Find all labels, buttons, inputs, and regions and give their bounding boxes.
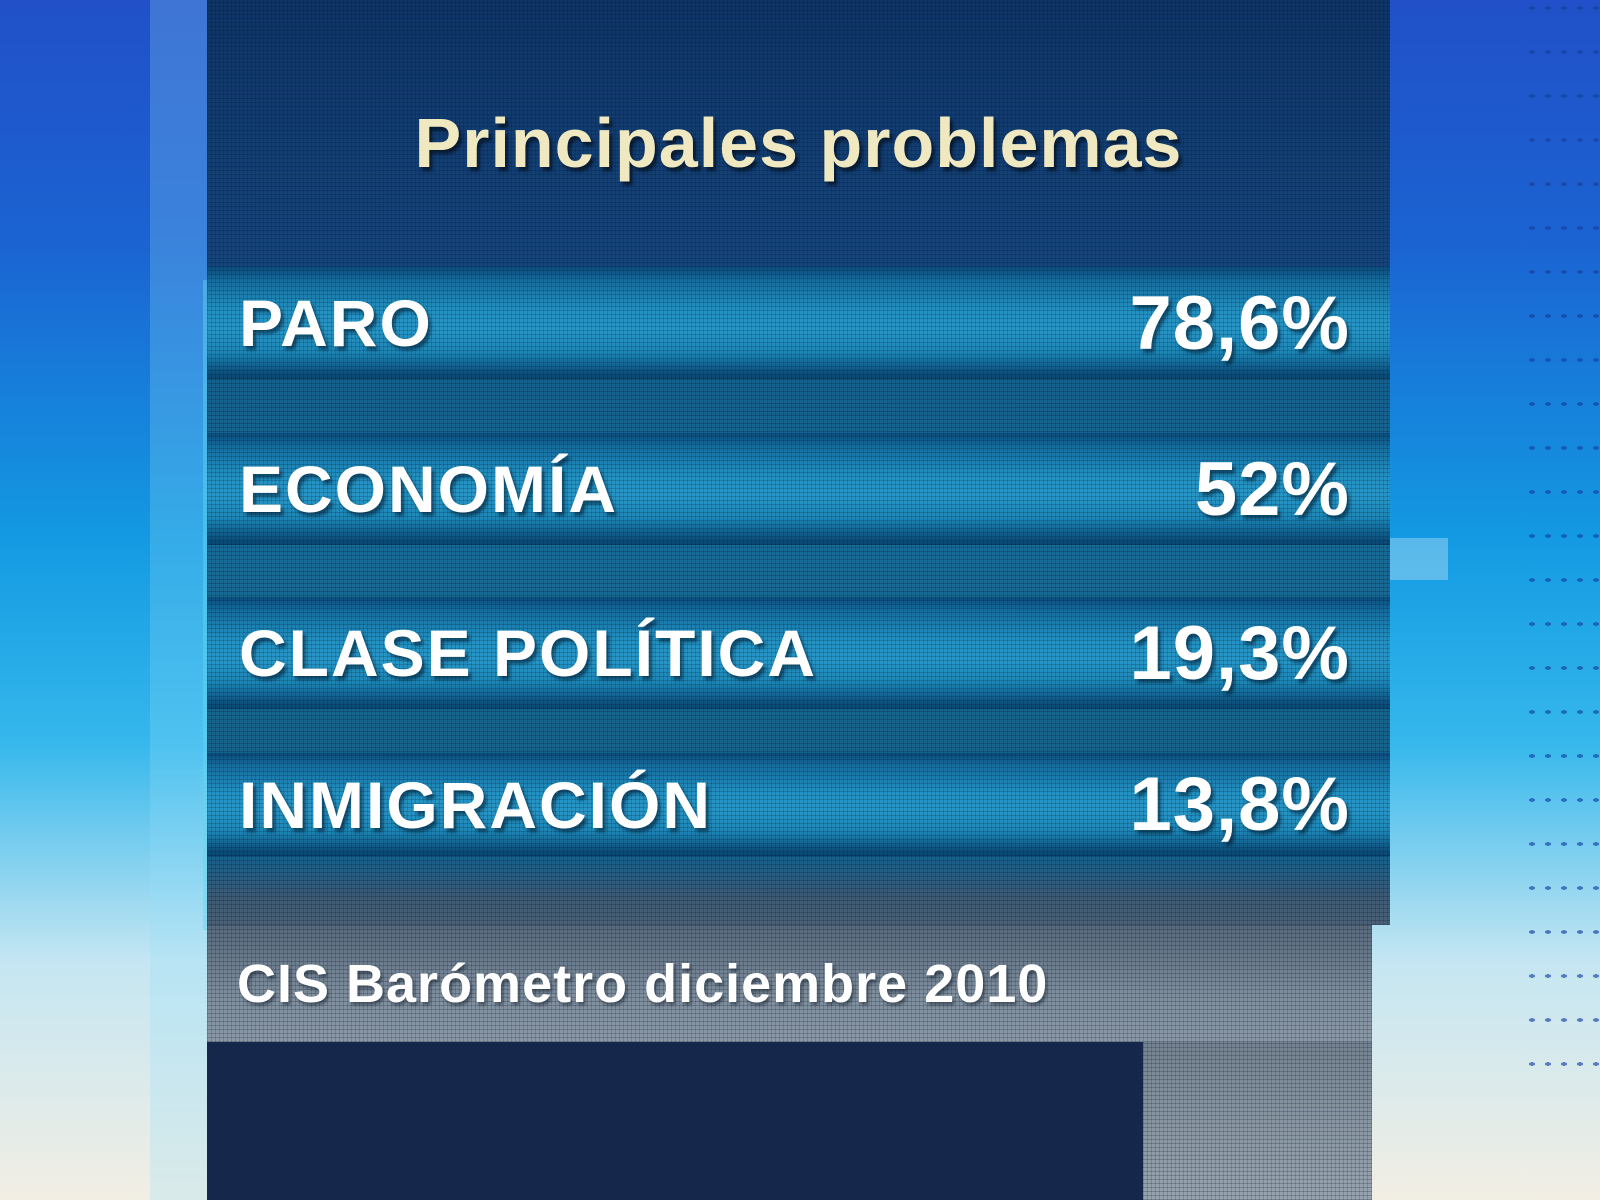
row-label: CLASE POLÍTICA [239, 616, 818, 690]
table-row: ECONOMÍA 52% [207, 433, 1390, 545]
table-row: CLASE POLÍTICA 19,3% [207, 597, 1390, 709]
page-title: Principales problemas [414, 103, 1183, 182]
source-text: CIS Barómetro diciembre 2010 [237, 953, 1049, 1014]
row-label: PARO [239, 286, 433, 360]
row-value: 13,8% [1129, 762, 1350, 847]
row-value: 52% [1194, 446, 1350, 532]
chart-rows: PARO 78,6% ECONOMÍA 52% CLASE POLÍTICA 1… [207, 267, 1390, 856]
panel-transition [207, 856, 1390, 925]
table-row: INMIGRACIÓN 13,8% [207, 753, 1390, 856]
panel-left-edge-glow [203, 280, 209, 930]
footer-gray-column [1143, 1042, 1372, 1200]
chart-header: Principales problemas [207, 0, 1390, 267]
source-band: CIS Barómetro diciembre 2010 [207, 925, 1372, 1042]
background-highlight-square [1390, 538, 1448, 580]
table-row: PARO 78,6% [207, 267, 1390, 379]
row-value: 19,3% [1129, 610, 1350, 696]
row-value: 78,6% [1129, 280, 1350, 366]
decorative-dots-pattern [1524, 4, 1600, 1084]
row-label: INMIGRACIÓN [239, 767, 712, 842]
background-light-strip [150, 0, 208, 1200]
footer-navy-box [207, 1042, 1143, 1200]
row-label: ECONOMÍA [239, 452, 618, 526]
